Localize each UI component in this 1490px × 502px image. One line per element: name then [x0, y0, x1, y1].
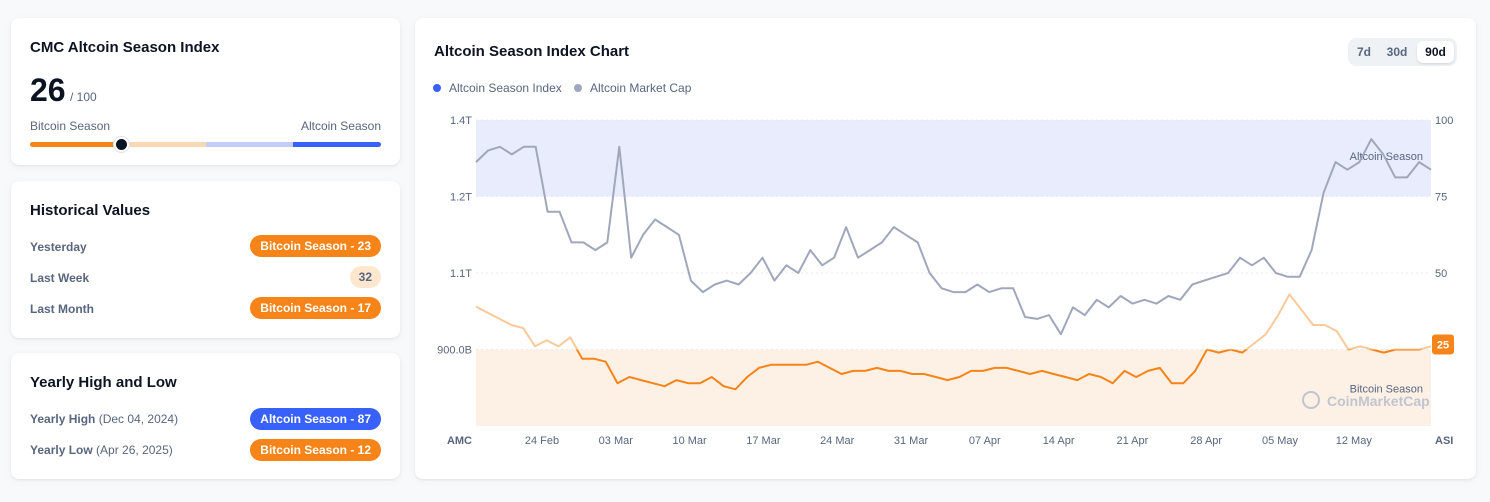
yearly-high-row: Yearly High (Dec 04, 2024) — [30, 412, 178, 426]
index-value: 26 — [30, 72, 66, 108]
index-card-title: CMC Altcoin Season Index — [30, 39, 220, 56]
range-7d-button[interactable]: 7d — [1356, 45, 1371, 59]
x-end-label: ASI — [1435, 435, 1453, 447]
left-axis-tick-2: 1.1T — [450, 268, 472, 280]
range-30d-button[interactable]: 30d — [1386, 45, 1408, 59]
historical-values-card: Historical Values Yesterday Bitcoin Seas… — [11, 181, 400, 338]
x-axis-tick-0: 24 Feb — [525, 435, 559, 447]
x-axis-tick-5: 31 Mar — [894, 435, 929, 447]
altcoin-season-chart-card: Altcoin Season Index Chart 7d 30d 90d Al… — [415, 18, 1476, 479]
scale-segment-altcoin — [293, 142, 381, 147]
x-axis-tick-3: 17 Mar — [746, 435, 781, 447]
right-axis-tick-1: 75 — [1435, 192, 1447, 204]
yearly-low-date: (Apr 26, 2025) — [96, 443, 173, 457]
x-axis-tick-8: 21 Apr — [1116, 435, 1148, 447]
altcoin-season-band — [476, 120, 1431, 197]
x-axis-tick-4: 24 Mar — [820, 435, 855, 447]
bitcoin-season-band — [476, 349, 1431, 426]
legend-altcoin-season-index[interactable]: Altcoin Season Index — [433, 81, 562, 95]
x-axis-tick-11: 12 May — [1336, 435, 1373, 447]
series-line-altcoin-market-cap — [475, 138, 1432, 336]
last-month-label: Last Month — [30, 302, 94, 316]
legend-altcoin-market-cap[interactable]: Altcoin Market Cap — [574, 81, 691, 95]
scale-segment-altcoin-light — [206, 142, 293, 147]
legend-index-label: Altcoin Season Index — [449, 81, 562, 95]
chart-title: Altcoin Season Index Chart — [434, 43, 630, 60]
time-range-selector: 7d 30d 90d — [1348, 38, 1457, 66]
yearly-high-badge: Altcoin Season - 87 — [250, 408, 381, 430]
altcoin-season-index-card: CMC Altcoin Season Index 26 / 100 Bitcoi… — [11, 18, 400, 165]
scale-segment-bitcoin — [30, 142, 118, 147]
yearly-high-label: Yearly High — [30, 412, 96, 426]
yearly-low-badge: Bitcoin Season - 12 — [250, 439, 381, 461]
scale-segment-bitcoin-light — [118, 142, 206, 147]
yearly-high-low-card: Yearly High and Low Yearly High (Dec 04,… — [11, 353, 400, 479]
altcoin-season-band-label: Altcoin Season — [1350, 151, 1423, 163]
series-line-altcoin-season-index — [575, 349, 1424, 391]
legend-gray-dot-icon — [574, 84, 582, 92]
last-week-badge: 32 — [349, 266, 381, 288]
right-axis-tick-2: 50 — [1435, 268, 1447, 280]
yearly-low-label: Yearly Low — [30, 443, 93, 457]
current-value-badge-text: 25 — [1437, 339, 1449, 351]
altcoin-season-label: Altcoin Season — [300, 119, 381, 133]
legend-blue-dot-icon — [433, 84, 441, 92]
right-axis-tick-0: 100 — [1435, 115, 1453, 127]
bitcoin-season-band-label: Bitcoin Season — [1350, 383, 1423, 395]
bitcoin-season-label: Bitcoin Season — [30, 119, 111, 133]
legend-marketcap-label: Altcoin Market Cap — [590, 81, 692, 95]
yearly-high-date: (Dec 04, 2024) — [98, 412, 179, 426]
left-axis-tick-1: 1.2T — [450, 192, 472, 204]
x-axis-tick-7: 14 Apr — [1043, 435, 1075, 447]
coinmarketcap-logo-icon — [1302, 391, 1320, 409]
index-max: / 100 — [70, 90, 97, 104]
yearly-title: Yearly High and Low — [30, 374, 177, 391]
x-axis-tick-10: 05 May — [1262, 435, 1299, 447]
left-axis-tick-3: 900.0B — [437, 345, 472, 357]
last-month-badge: Bitcoin Season - 17 — [250, 297, 381, 319]
watermark-text: CoinMarketCap — [1327, 393, 1430, 409]
x-axis-tick-6: 07 Apr — [969, 435, 1001, 447]
season-index-chart-plot[interactable]: Altcoin Season Bitcoin SeasonCoinMarketCa… — [415, 18, 1476, 479]
yesterday-badge: Bitcoin Season - 23 — [250, 235, 381, 257]
last-week-label: Last Week — [30, 271, 90, 285]
x-start-label: AMC — [447, 435, 472, 447]
x-axis-tick-9: 28 Apr — [1190, 435, 1222, 447]
x-axis-tick-1: 03 Mar — [599, 435, 634, 447]
yearly-low-row: Yearly Low (Apr 26, 2025) — [30, 443, 173, 457]
x-axis-tick-2: 10 Mar — [672, 435, 707, 447]
yesterday-label: Yesterday — [30, 240, 87, 254]
left-axis-tick-0: 1.4T — [450, 115, 472, 127]
series-line-altcoin-season-index-upper — [476, 293, 1432, 350]
range-90d-button[interactable]: 90d — [1417, 41, 1454, 63]
current-value-badge — [1432, 334, 1454, 355]
historical-title: Historical Values — [30, 202, 151, 219]
scale-indicator-knob — [114, 137, 129, 152]
